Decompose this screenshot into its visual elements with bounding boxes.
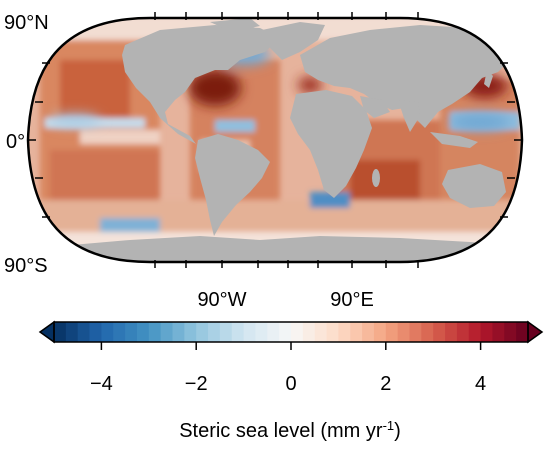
lon-ticks	[154, 12, 419, 268]
colorbar-bin	[148, 322, 162, 342]
colorbar-extend-low	[38, 320, 55, 344]
india	[398, 100, 420, 132]
colorbar-bin	[291, 322, 304, 342]
lat-ticks	[28, 62, 522, 218]
colorbar-extend-high	[527, 320, 544, 344]
lon-label-west: 90°W	[197, 289, 246, 311]
map-interior	[28, 18, 522, 262]
arctic-islands	[210, 18, 260, 32]
colorbar-tick-label: 0	[285, 373, 296, 395]
lat-label-north: 90°N	[4, 12, 49, 34]
australia	[442, 164, 506, 208]
colorbar-bin	[314, 322, 327, 342]
globe-outline	[26, 16, 524, 264]
colorbar-bin	[160, 322, 173, 342]
north-america	[122, 25, 280, 144]
colorbar-bin	[219, 322, 233, 342]
colorbar-bin	[89, 322, 102, 342]
colorbar-bin	[504, 322, 517, 342]
madagascar	[372, 169, 380, 187]
lat-label-south: 90°S	[4, 255, 48, 277]
colorbar-bin	[65, 322, 79, 342]
colorbar-bin	[136, 322, 150, 342]
colorbar-bin	[255, 322, 268, 342]
colorbar-bin	[456, 322, 470, 342]
colorbar-bin	[101, 322, 114, 342]
colorbar-bin	[516, 322, 529, 342]
colorbar-tick-label: 2	[380, 373, 391, 395]
colorbar-bin	[196, 322, 209, 342]
africa	[290, 90, 372, 198]
colorbar-tick-label: −4	[90, 373, 113, 395]
colorbar-bins	[54, 322, 529, 342]
lon-label-east: 90°E	[330, 289, 374, 311]
colorbar-bin	[77, 322, 90, 342]
colorbar-bin	[433, 322, 446, 342]
colorbar-bin	[302, 322, 316, 342]
colorbar-bin	[208, 322, 221, 342]
colorbar-bin	[373, 322, 387, 342]
colorbar-bin	[468, 322, 481, 342]
colorbar-bin	[231, 322, 244, 342]
indonesia	[430, 132, 478, 148]
colorbar-bin	[362, 322, 375, 342]
colorbar-tick-label: 4	[475, 373, 486, 395]
lat-label-equator: 0°	[6, 131, 25, 153]
land	[30, 18, 520, 262]
colorbar-bin	[338, 322, 351, 342]
colorbar-bin	[54, 322, 67, 342]
south-america	[195, 134, 270, 236]
colorbar-bin	[113, 322, 126, 342]
colorbar-bin	[480, 322, 493, 342]
map-panel: 90°N 0° 90°S 90°W 90°E	[4, 12, 524, 311]
eurasia	[300, 25, 512, 128]
colorbar-bin	[243, 322, 256, 342]
colorbar-bin	[172, 322, 185, 342]
colorbar-ticks: −4 −2 0 2 4	[90, 342, 486, 395]
colorbar-label: Steric sea level (mm yr-1)	[179, 418, 401, 443]
colorbar-bin	[350, 322, 363, 342]
colorbar-bin	[267, 322, 280, 342]
arabia	[360, 96, 390, 118]
greenland	[262, 22, 325, 60]
colorbar-bin	[397, 322, 410, 342]
colorbar-bin	[421, 322, 434, 342]
colorbar-bin	[445, 322, 458, 342]
colorbar-bin	[326, 322, 339, 342]
colorbar-bin	[492, 322, 505, 342]
colorbar-bin	[385, 322, 399, 342]
colorbar-bin	[184, 322, 197, 342]
colorbar-tick-label: −2	[185, 373, 208, 395]
colorbar-bin	[125, 322, 138, 342]
colorbar-bin	[279, 322, 292, 342]
colorbar-bin	[409, 322, 422, 342]
colorbar: −4 −2 0 2 4 Steric sea level (mm yr-1)	[38, 320, 544, 443]
japan	[484, 70, 493, 88]
